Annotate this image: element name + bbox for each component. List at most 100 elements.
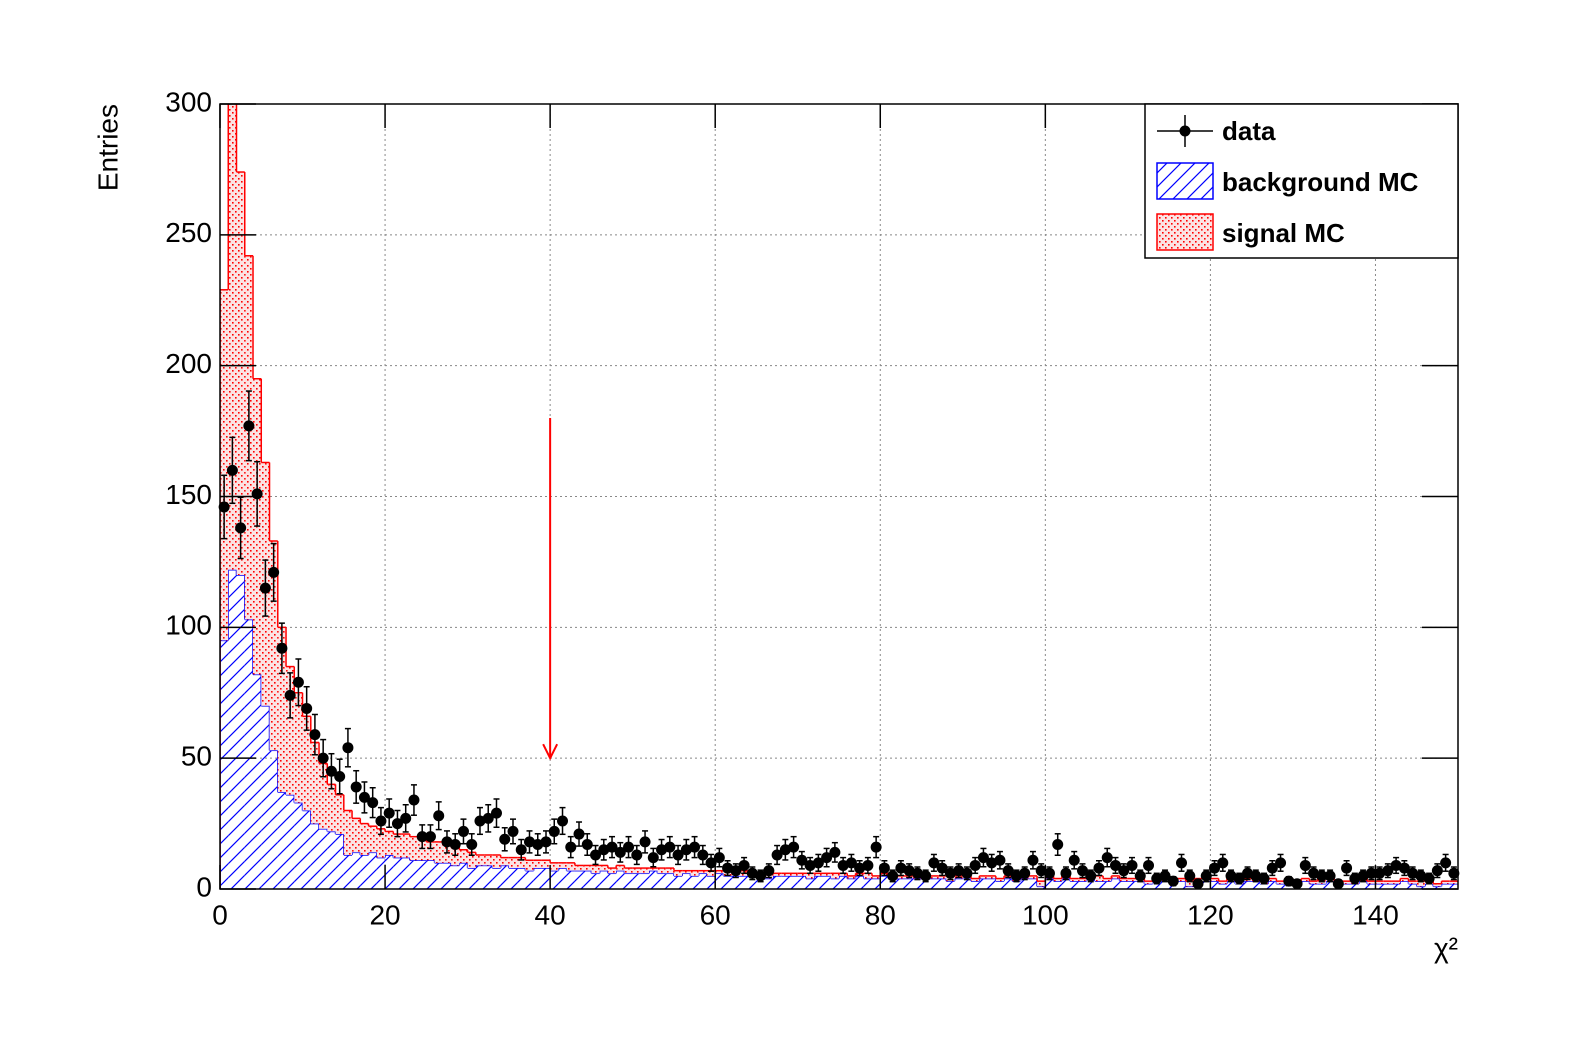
histogram-bin — [797, 873, 806, 876]
histogram-bin — [1202, 881, 1211, 889]
histogram-bin — [442, 862, 452, 889]
histogram-bin — [632, 873, 641, 889]
histogram-bin — [1301, 878, 1310, 882]
histogram-bin — [558, 868, 567, 889]
histogram-bin — [657, 868, 666, 874]
histogram-bin — [467, 868, 476, 889]
histogram-bin — [442, 844, 452, 863]
histogram-bin — [327, 784, 336, 832]
histogram-bin — [1408, 881, 1417, 884]
data-point — [977, 852, 989, 864]
histogram-bin — [1012, 881, 1021, 889]
data-point — [1407, 867, 1419, 879]
histogram-bin — [1094, 875, 1104, 882]
histogram-bin — [698, 873, 707, 889]
data-point — [1200, 870, 1212, 882]
data-point — [969, 859, 981, 871]
histogram-bin — [475, 854, 485, 866]
data-point — [1258, 873, 1270, 885]
data-point — [524, 836, 535, 848]
histogram-bin — [1028, 875, 1038, 879]
data-point — [259, 582, 271, 594]
histogram-bin — [1045, 878, 1054, 889]
data-point — [1068, 854, 1080, 866]
histogram-bin — [550, 870, 559, 889]
histogram-bin — [1226, 881, 1236, 889]
histogram-bin — [607, 868, 617, 874]
histogram-bin — [277, 792, 287, 889]
data-point — [911, 867, 923, 879]
histogram-bin — [426, 860, 435, 889]
data-point — [1266, 862, 1278, 874]
data-point — [837, 859, 849, 871]
histogram-bin — [302, 810, 311, 889]
histogram-bin — [814, 873, 823, 876]
histogram-bin — [500, 857, 509, 866]
legend-marker — [1179, 125, 1191, 137]
data-point — [1398, 862, 1410, 874]
legend-swatch — [1156, 213, 1214, 251]
histogram-bin — [1383, 883, 1392, 889]
histogram-bin — [1416, 886, 1425, 889]
histogram-bin — [822, 873, 831, 876]
data-point — [1217, 857, 1229, 869]
histogram-bin — [1028, 878, 1038, 889]
histogram-bin — [764, 878, 773, 889]
data-point — [920, 870, 932, 882]
data-point — [1332, 878, 1344, 890]
data-point — [878, 862, 890, 874]
data-point — [540, 836, 552, 848]
data-point — [664, 841, 676, 853]
data-point — [1192, 878, 1204, 890]
data-point — [466, 839, 478, 851]
data-point — [276, 642, 288, 654]
histogram-bin — [1144, 881, 1153, 884]
histogram-bin — [715, 870, 724, 874]
histogram-bin — [772, 875, 782, 889]
histogram-bin — [335, 834, 344, 889]
histogram-bin — [1119, 881, 1128, 889]
histogram-bin — [228, 104, 237, 570]
histogram-bin — [401, 834, 410, 858]
histogram-bin — [971, 878, 980, 882]
legend-label: signal MC — [1222, 218, 1345, 248]
histogram-bin — [492, 868, 501, 889]
histogram-bin — [228, 569, 237, 889]
histogram-bin — [294, 802, 303, 889]
histogram-bin — [913, 878, 922, 889]
histogram-bin — [409, 836, 419, 861]
histogram-bin — [1185, 886, 1194, 889]
histogram-bin — [1358, 881, 1368, 889]
data-point — [895, 862, 907, 874]
data-point — [1035, 865, 1047, 877]
histogram-bin — [706, 870, 716, 876]
data-point — [408, 794, 420, 806]
histogram-bin — [690, 870, 699, 876]
histogram-bin — [1375, 883, 1384, 889]
histogram-bin — [244, 619, 254, 889]
data-point — [301, 702, 313, 714]
histogram-bin — [261, 705, 270, 889]
data-point — [1151, 873, 1163, 885]
data-point — [631, 849, 643, 861]
histogram-bin — [484, 854, 493, 866]
x-tick-label: 100 — [1022, 899, 1069, 930]
histogram-bin — [310, 742, 320, 824]
histogram-bin — [1408, 883, 1417, 889]
data-point — [226, 464, 238, 476]
histogram-bin — [1037, 881, 1046, 887]
histogram-bin — [789, 873, 798, 876]
x-tick-label: 60 — [700, 899, 731, 930]
data-point — [788, 841, 800, 853]
data-point — [1093, 862, 1105, 874]
histogram-bin — [583, 870, 592, 889]
histogram-bin — [673, 870, 683, 876]
histogram-bin — [624, 873, 633, 889]
data-point — [590, 849, 602, 861]
histogram-bin — [492, 854, 501, 869]
y-tick-label: 150 — [165, 479, 212, 510]
histogram-bin — [673, 875, 683, 889]
histogram-bin — [434, 841, 443, 863]
data-point — [400, 812, 412, 824]
histogram-bin — [335, 794, 344, 835]
